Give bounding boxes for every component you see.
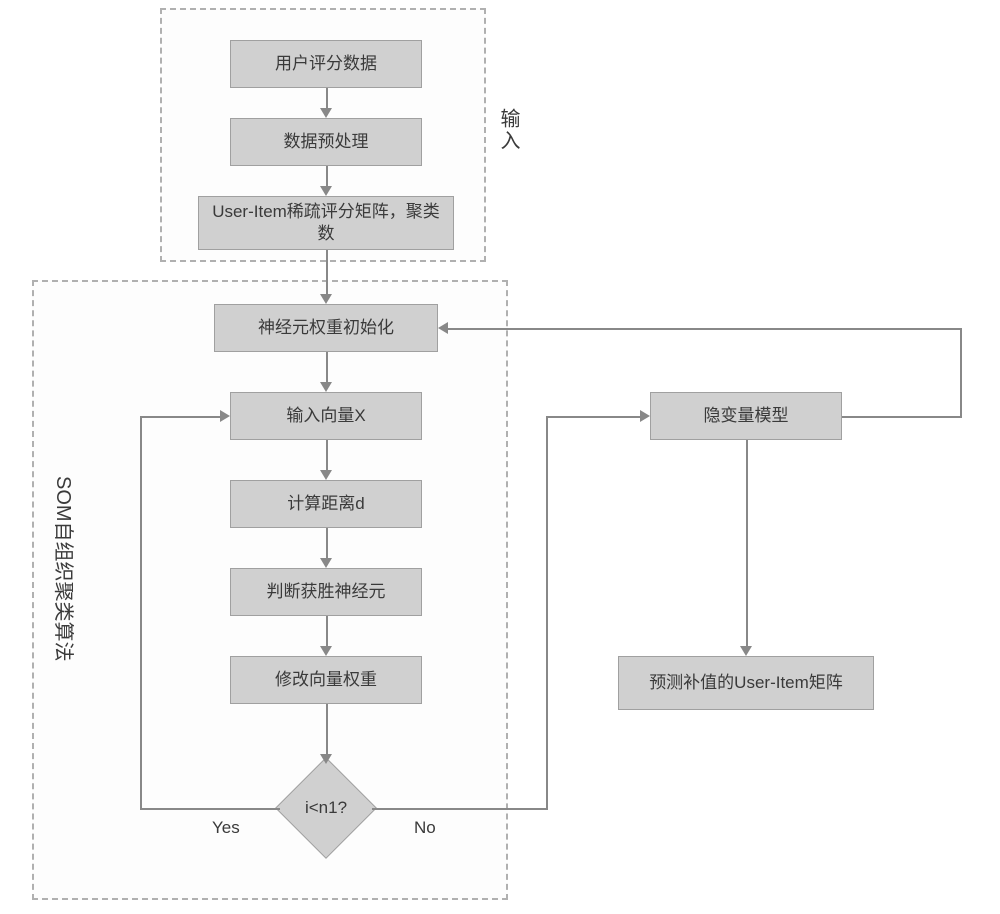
edge-n1-n2-head <box>320 108 332 118</box>
edge-n8-n9 <box>326 704 328 756</box>
edge-n4-n5-head <box>320 382 332 392</box>
edge-n2-n3 <box>326 166 328 188</box>
input-side-label: 输入 <box>494 108 523 152</box>
edge-n7-n8-head <box>320 646 332 656</box>
edge-n2-n3-head <box>320 186 332 196</box>
node-user-item-sparse-matrix: User-Item稀疏评分矩阵，聚类数 <box>198 196 454 250</box>
edge-n4-n5 <box>326 352 328 384</box>
edge-no-label: No <box>414 818 436 838</box>
edge-yes-label: Yes <box>212 818 240 838</box>
edge-fb-head <box>438 322 448 334</box>
node-winner-neuron: 判断获胜神经元 <box>230 568 422 616</box>
edge-fb-h2 <box>446 328 962 330</box>
edge-n1-n2 <box>326 88 328 110</box>
node-user-rating-data: 用户评分数据 <box>230 40 422 88</box>
edge-n6-n7-head <box>320 558 332 568</box>
edge-no-v <box>546 416 548 810</box>
node-latent-variable-model: 隐变量模型 <box>650 392 842 440</box>
edge-yes-head <box>220 410 230 422</box>
edge-n3-n4-head <box>320 294 332 304</box>
edge-yes-h1 <box>140 808 280 810</box>
edge-yes-h2 <box>140 416 222 418</box>
node-neuron-weight-init: 神经元权重初始化 <box>214 304 438 352</box>
node-modify-weights: 修改向量权重 <box>230 656 422 704</box>
edge-n7-n8 <box>326 616 328 648</box>
node-calc-distance-d: 计算距离d <box>230 480 422 528</box>
node-input-vector-x: 输入向量X <box>230 392 422 440</box>
edge-n8-n9-head <box>320 754 332 764</box>
edge-n5-n6-head <box>320 470 332 480</box>
node-predicted-user-item-matrix: 预测补值的User-Item矩阵 <box>618 656 874 710</box>
edge-n10-n11-head <box>740 646 752 656</box>
edge-fb-v1 <box>960 328 962 418</box>
node-data-preprocess: 数据预处理 <box>230 118 422 166</box>
edge-yes-v <box>140 416 142 810</box>
som-side-label: SOM自组织聚类算法 <box>51 476 80 662</box>
edge-fb-h1 <box>874 416 960 418</box>
edge-n3-n4 <box>326 250 328 296</box>
edge-n10-n11 <box>746 440 748 648</box>
edge-fb-h0 <box>842 416 876 418</box>
edge-no-h1 <box>372 808 546 810</box>
edge-no-head <box>640 410 650 422</box>
decision-label: i<n1? <box>291 773 361 843</box>
edge-n5-n6 <box>326 440 328 472</box>
edge-no-h2 <box>546 416 642 418</box>
edge-n6-n7 <box>326 528 328 560</box>
